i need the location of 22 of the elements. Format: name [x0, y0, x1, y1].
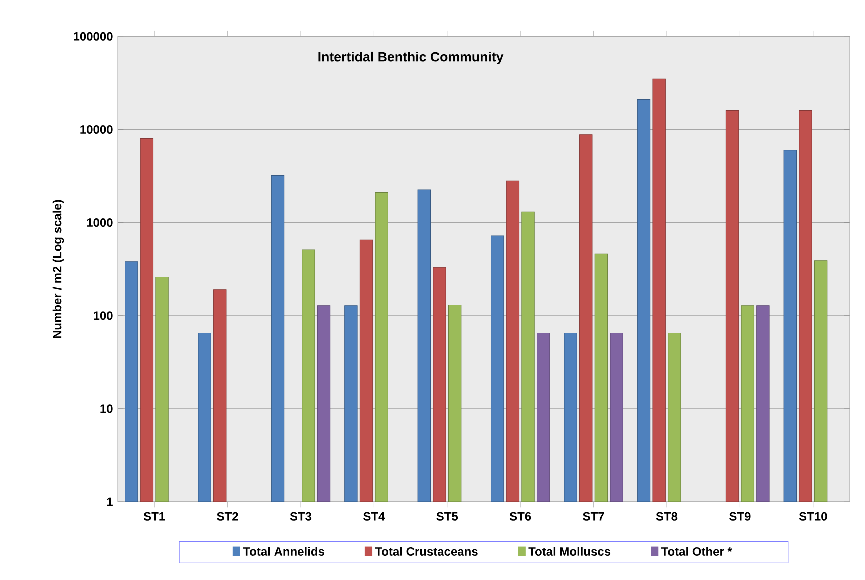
- y-tick-label: 100000: [74, 32, 113, 41]
- legend-label: Total Other *: [661, 547, 732, 556]
- x-tick-label: ST6: [510, 512, 532, 521]
- x-tick-label: ST10: [799, 512, 828, 521]
- x-tick-label: ST7: [583, 512, 604, 521]
- legend-label: Total Crustaceans: [375, 547, 478, 556]
- y-tick-label: 10: [100, 404, 113, 414]
- x-tick-label: ST5: [436, 512, 458, 521]
- x-tick-label: ST2: [217, 512, 238, 521]
- y-tick-label: 1: [107, 498, 113, 506]
- x-tick-label: ST3: [290, 512, 312, 521]
- y-axis-title: Number / m2 (Log scale): [52, 200, 64, 338]
- x-tick-label: ST4: [364, 512, 386, 521]
- x-tick-label: ST8: [656, 512, 678, 521]
- legend-label: Total Annelids: [243, 547, 324, 556]
- y-tick-label: 10000: [80, 125, 113, 134]
- x-tick-label: ST1: [144, 512, 166, 521]
- x-tick-label: ST9: [730, 512, 751, 521]
- y-tick-label: 1000: [87, 218, 113, 228]
- y-tick-label: 100: [94, 312, 113, 320]
- text: Intertidal Benthic Community: [318, 52, 504, 64]
- legend-label: Total Molluscs: [528, 547, 611, 556]
